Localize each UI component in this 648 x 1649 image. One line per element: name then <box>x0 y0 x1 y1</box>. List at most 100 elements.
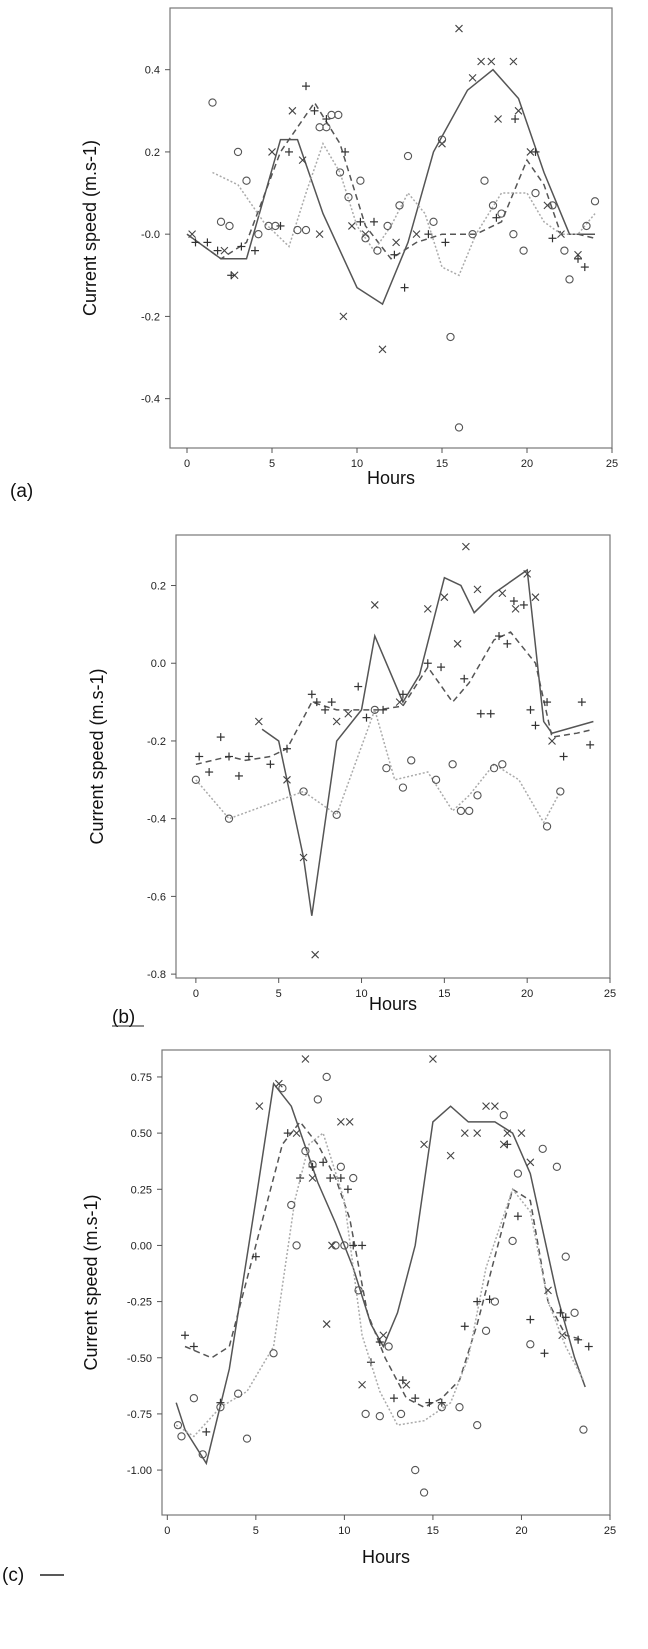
data-point-circle <box>327 110 336 120</box>
data-point-plus <box>390 250 399 259</box>
plot-frame <box>175 534 611 979</box>
series-dotted <box>208 98 600 432</box>
data-point-plus <box>400 283 409 292</box>
data-point-circle <box>301 225 311 235</box>
y-tick-label: 0.4 <box>145 65 160 77</box>
data-point-circle <box>322 123 331 132</box>
data-point-plus <box>283 1129 292 1138</box>
data-point-circle <box>332 810 341 819</box>
data-point-circle <box>419 1488 429 1497</box>
data-point-x <box>292 1129 301 1138</box>
data-point-x <box>511 604 520 613</box>
data-point-circle <box>455 1403 464 1412</box>
data-point-plus <box>310 106 319 115</box>
data-point-x <box>487 57 496 66</box>
data-point-x <box>392 238 400 247</box>
data-point-x <box>322 1320 331 1328</box>
data-point-circle <box>335 168 345 177</box>
data-point-x <box>423 604 432 613</box>
series-line-dotted <box>195 707 561 825</box>
data-point-circle <box>384 1342 393 1351</box>
data-point-plus <box>503 1140 512 1149</box>
x-tick-label: 15 <box>427 1525 439 1537</box>
data-point-plus <box>460 674 469 683</box>
data-point-circle <box>354 1286 363 1295</box>
data-point-circle <box>375 1412 384 1421</box>
data-point-circle <box>548 201 557 210</box>
data-point-x <box>420 1140 428 1149</box>
data-point-circle <box>189 1394 199 1403</box>
x-tick-label: 25 <box>606 458 618 470</box>
data-point-plus <box>379 705 388 714</box>
data-point-circle <box>538 1144 547 1153</box>
data-point-plus <box>424 230 433 239</box>
series-line-solid <box>175 1081 586 1466</box>
y-tick-label: -0.75 <box>127 1409 152 1421</box>
data-point-circle <box>361 234 370 243</box>
data-point-x <box>255 1102 264 1111</box>
data-point-circle <box>242 176 251 185</box>
data-point-circle <box>473 1420 482 1430</box>
y-tick-label: -0.2 <box>147 736 166 748</box>
data-point-x <box>344 709 353 718</box>
data-point-plus <box>234 771 243 780</box>
data-point-circle <box>488 201 498 210</box>
data-point-plus <box>561 1313 570 1322</box>
data-point-circle <box>437 135 447 144</box>
data-point-plus <box>307 690 316 699</box>
data-point-circle <box>498 760 507 769</box>
x-tick-label: 5 <box>276 988 282 1000</box>
data-point-x <box>509 57 518 66</box>
data-point-circle <box>465 806 474 816</box>
data-point-plus <box>213 246 222 255</box>
data-point-circle <box>519 246 528 255</box>
series-solid <box>175 1055 586 1466</box>
x-tick-label: 10 <box>355 988 367 1000</box>
data-point-circle <box>497 209 506 218</box>
data-point-plus <box>319 1158 328 1167</box>
data-point-plus <box>495 632 504 641</box>
y-tick-label: 0.2 <box>145 147 160 159</box>
data-point-circle <box>499 1110 508 1120</box>
data-point-circle <box>301 1146 310 1156</box>
y-tick-label: -0.4 <box>147 814 166 826</box>
series-dashed <box>181 1120 593 1436</box>
x-axis-label: Hours <box>367 468 415 488</box>
data-point-x <box>440 593 449 602</box>
data-point-plus <box>473 1297 482 1306</box>
data-point-plus <box>370 217 378 226</box>
panel-label: (b) <box>112 1007 135 1028</box>
data-point-circle <box>403 151 413 161</box>
data-point-circle <box>254 230 263 239</box>
data-point-plus <box>441 238 450 247</box>
data-point-plus <box>362 713 371 722</box>
data-point-x <box>514 106 523 115</box>
y-tick-label: -1.00 <box>127 1465 152 1477</box>
data-point-x <box>299 853 308 862</box>
data-point-plus <box>526 1315 535 1324</box>
data-point-x <box>358 1380 366 1389</box>
data-point-x <box>274 1079 283 1088</box>
data-point-x <box>461 542 470 551</box>
data-point-plus <box>285 147 293 156</box>
panel-3: 0 5 10 15 20 25 -1.00 -0.75 -0.50 -0.25 0.00 0.25 0.… <box>2 1049 616 1586</box>
data-point-circle <box>446 332 455 342</box>
data-point-plus <box>296 1174 305 1183</box>
series-solid <box>186 24 595 354</box>
data-point-plus <box>356 217 365 226</box>
data-point-circle <box>315 123 324 132</box>
data-point-x <box>473 1129 482 1138</box>
data-point-x <box>288 106 297 115</box>
data-point-x <box>526 148 535 156</box>
series-line-dashed <box>184 1120 584 1409</box>
data-point-plus <box>227 271 236 280</box>
data-point-circle <box>570 1308 579 1317</box>
x-axis-label: Hours <box>362 1547 410 1567</box>
data-point-plus <box>225 752 234 761</box>
data-point-x <box>468 74 477 82</box>
x-tick-label: 20 <box>521 458 533 470</box>
data-point-plus <box>526 705 535 714</box>
data-point-plus <box>574 254 582 263</box>
data-point-circle <box>395 201 404 210</box>
y-axis-label: Current speed (m.s-1) <box>81 1194 101 1370</box>
